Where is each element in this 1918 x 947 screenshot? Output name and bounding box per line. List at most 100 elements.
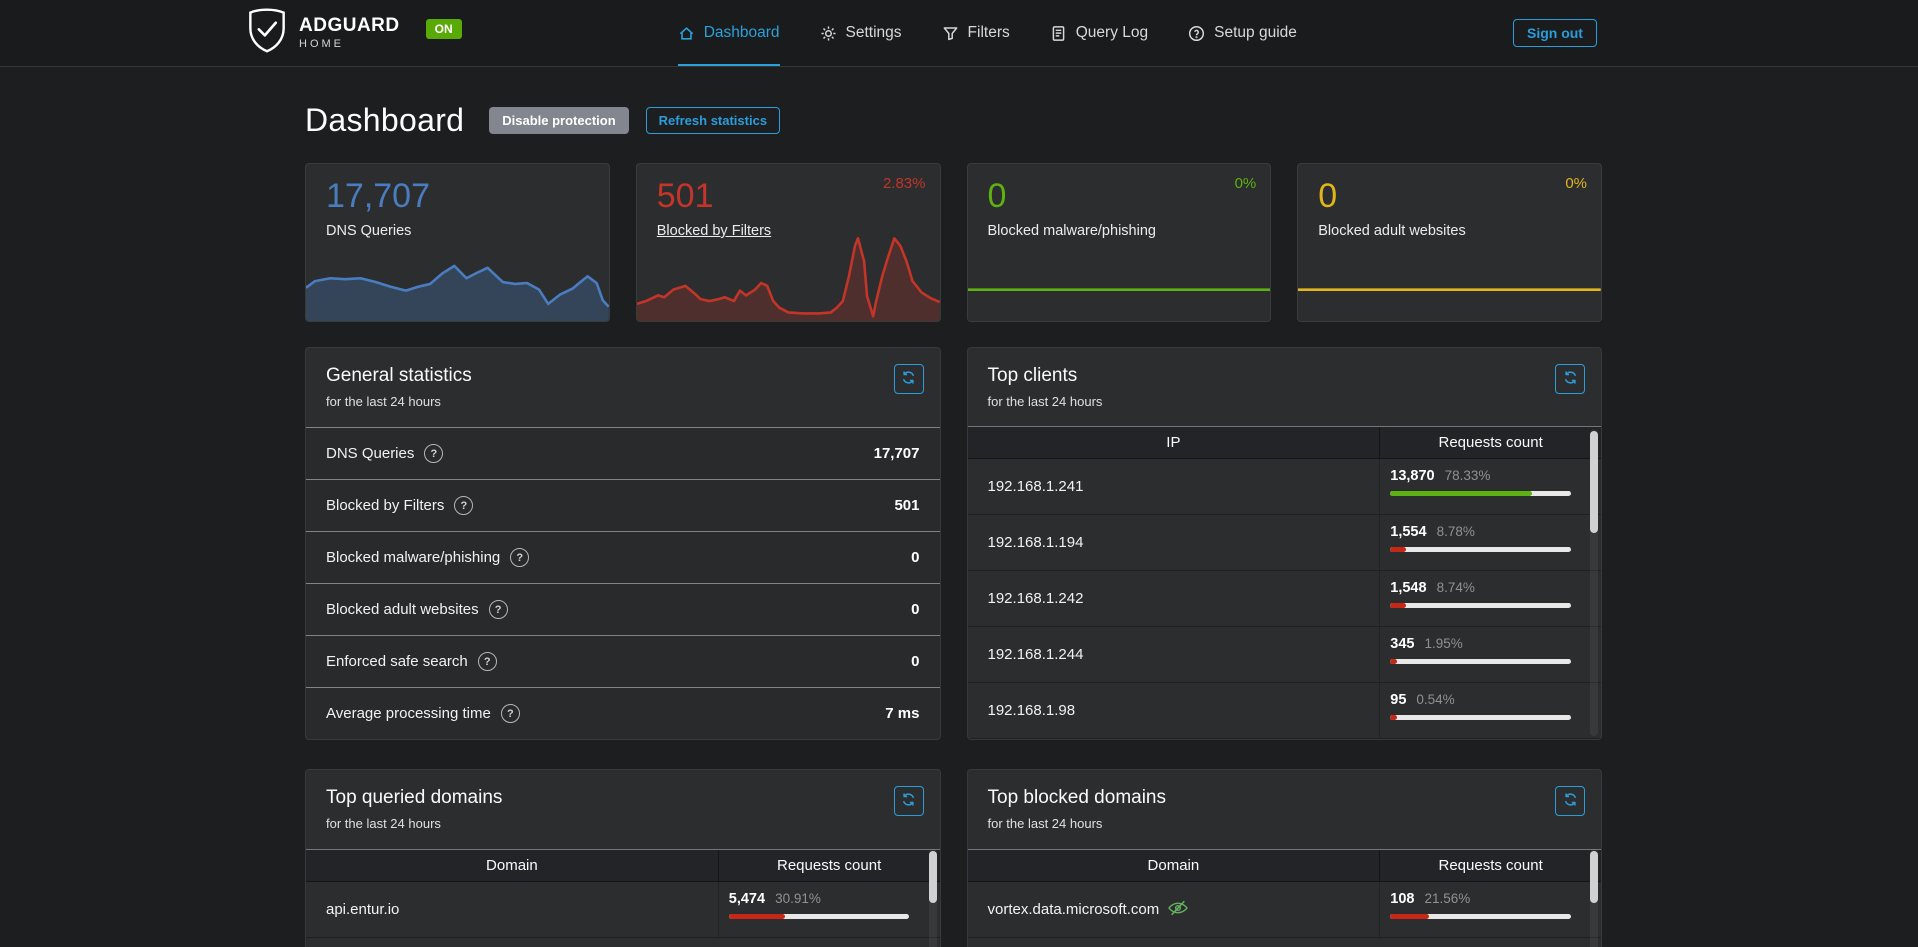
progress-bar <box>1390 659 1571 664</box>
column-header-requests: Requests count <box>1379 427 1601 458</box>
gear-icon <box>820 25 837 42</box>
question-icon[interactable]: ? <box>454 496 474 515</box>
progress-bar <box>1390 715 1571 720</box>
table-row: 192.168.1.241 13,870 78.33% <box>967 459 1601 515</box>
dns-queries-label: DNS Queries <box>326 223 412 239</box>
stat-row-blocked-adult: Blocked adult websites? 0 <box>306 584 940 636</box>
blocked-adult-percent: 0% <box>1565 175 1587 192</box>
card-blocked-adult: 0% 0 Blocked adult websites <box>1297 163 1602 322</box>
sign-out-button[interactable]: Sign out <box>1512 19 1597 47</box>
refresh-statistics-button[interactable]: Refresh statistics <box>645 106 781 134</box>
scrollbar-thumb[interactable] <box>928 851 937 903</box>
request-percent: 0.54% <box>1416 692 1455 707</box>
stat-label: Blocked malware/phishing <box>326 549 501 566</box>
stat-label: Blocked by Filters <box>326 497 445 514</box>
request-count: 345 <box>1390 636 1415 652</box>
top-blocked-title: Top blocked domains <box>987 787 1167 808</box>
general-statistics-refresh-button[interactable] <box>893 364 924 394</box>
question-icon[interactable]: ? <box>424 444 444 463</box>
question-icon[interactable]: ? <box>477 652 497 671</box>
client-ip: 192.168.1.242 <box>987 590 1084 607</box>
request-percent: 8.74% <box>1436 580 1475 595</box>
request-percent: 30.91% <box>775 891 821 906</box>
nav-filters[interactable]: Filters <box>942 0 1010 66</box>
nav-setup-guide-label: Setup guide <box>1214 24 1297 41</box>
stat-row-blocked-malware: Blocked malware/phishing? 0 <box>306 532 940 584</box>
stat-value: 0 <box>911 601 920 618</box>
nav-query-log[interactable]: Query Log <box>1050 0 1148 66</box>
request-percent: 21.56% <box>1424 891 1471 906</box>
general-statistics-rows: DNS Queries? 17,707 Blocked by Filters? … <box>306 427 940 739</box>
top-blocked-table: Domain Requests count vortex.data.micros… <box>967 849 1601 947</box>
brand-name: ADGUARD <box>299 14 400 36</box>
progress-bar <box>1390 547 1571 552</box>
top-blocked-domains-panel: Top blocked domains for the last 24 hour… <box>966 769 1602 947</box>
column-header-requests: Requests count <box>1379 850 1601 881</box>
stat-value: 0 <box>911 653 920 670</box>
request-percent: 8.78% <box>1436 524 1475 539</box>
nav-settings-label: Settings <box>845 24 902 41</box>
top-queried-table: Domain Requests count api.entur.io 5,474… <box>306 849 940 947</box>
scrollbar-thumb[interactable] <box>1590 431 1598 533</box>
nav-dashboard[interactable]: Dashboard <box>677 0 780 66</box>
top-queried-title: Top queried domains <box>326 787 503 808</box>
question-icon[interactable]: ? <box>500 704 520 723</box>
request-count: 1,548 <box>1390 580 1427 596</box>
document-icon <box>1050 25 1067 42</box>
table-row: 192.168.1.244 345 1.95% <box>967 627 1601 683</box>
scrollbar-thumb[interactable] <box>1590 851 1598 903</box>
help-circle-icon <box>1188 25 1205 42</box>
nav-query-log-label: Query Log <box>1075 24 1149 41</box>
stat-label: DNS Queries <box>326 445 415 462</box>
scrollbar-track <box>928 849 937 947</box>
brand-logo: ADGUARD HOME ON <box>247 0 462 66</box>
blocked-malware-percent: 0% <box>1234 175 1257 192</box>
refresh-icon <box>901 792 916 810</box>
stat-label: Blocked adult websites <box>326 601 479 618</box>
top-queried-domains-panel: Top queried domains for the last 24 hour… <box>305 769 941 947</box>
request-count: 5,474 <box>728 891 766 907</box>
scrollbar-track <box>1590 429 1598 736</box>
column-header-domain: Domain <box>1147 857 1200 874</box>
stat-row-dns-queries: DNS Queries? 17,707 <box>306 428 940 480</box>
client-ip: 192.168.1.241 <box>987 478 1084 495</box>
top-blocked-refresh-button[interactable] <box>1555 786 1585 816</box>
general-statistics-title: General statistics <box>326 365 472 386</box>
top-clients-title: Top clients <box>987 365 1078 386</box>
refresh-icon <box>1563 792 1578 810</box>
nav-setup-guide[interactable]: Setup guide <box>1188 0 1297 66</box>
card-blocked-malware: 0% 0 Blocked malware/phishing <box>966 163 1272 322</box>
stat-row-processing-time: Average processing time? 7 ms <box>306 688 940 739</box>
blocked-malware-value: 0 <box>987 177 1007 215</box>
nav-filters-label: Filters <box>967 24 1010 41</box>
column-header-ip: IP <box>1166 434 1181 451</box>
refresh-icon <box>1563 370 1578 388</box>
table-row: vortex.data.microsoft.com 108 <box>967 882 1601 938</box>
card-blocked-filters: 2.83% 501 Blocked by Filters <box>635 163 941 322</box>
request-percent: 78.33% <box>1444 468 1491 483</box>
request-count: 108 <box>1390 891 1415 907</box>
column-header-requests: Requests count <box>717 850 940 881</box>
stat-value: 0 <box>911 549 920 566</box>
question-icon[interactable]: ? <box>488 600 508 619</box>
blocked-adult-sparkline <box>1298 226 1601 321</box>
queried-domain: api.entur.io <box>326 901 400 918</box>
page-title: Dashboard <box>305 101 465 138</box>
client-ip: 192.168.1.194 <box>987 534 1084 551</box>
stat-label: Enforced safe search <box>326 653 468 670</box>
top-blocked-subtitle: for the last 24 hours <box>987 816 1103 831</box>
stat-value: 17,707 <box>873 445 920 462</box>
top-queried-subtitle: for the last 24 hours <box>326 816 441 831</box>
progress-bar <box>728 914 910 919</box>
brand-sub: HOME <box>299 37 344 50</box>
dns-queries-value: 17,707 <box>326 177 430 215</box>
top-clients-refresh-button[interactable] <box>1555 364 1585 394</box>
blocked-filters-link[interactable]: Blocked by Filters <box>656 223 772 239</box>
question-icon[interactable]: ? <box>510 548 530 567</box>
nav-settings[interactable]: Settings <box>820 0 902 66</box>
disable-protection-button[interactable]: Disable protection <box>489 106 629 134</box>
request-count: 1,554 <box>1390 524 1427 540</box>
filter-funnel-icon <box>942 25 959 42</box>
blocked-filters-sparkline <box>636 226 940 321</box>
top-queried-refresh-button[interactable] <box>893 786 924 816</box>
